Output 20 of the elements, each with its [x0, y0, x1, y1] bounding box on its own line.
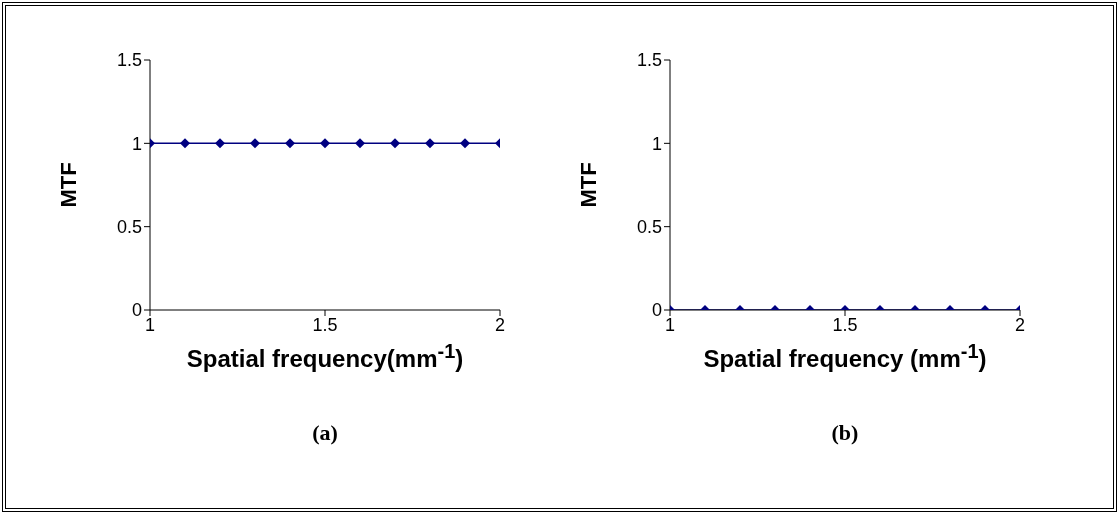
y-axis-title: MTF	[575, 162, 601, 208]
x-tick-label: 1	[144, 314, 156, 335]
x-tick-label: 1.5	[832, 314, 858, 335]
x-tick-label: 1	[664, 314, 676, 335]
y-tick-label: 0.5	[116, 217, 142, 238]
x-tick-label: 2	[494, 314, 506, 335]
text: (b)	[830, 420, 860, 446]
text: (a)	[311, 420, 339, 446]
y-tick-label: 1	[651, 133, 662, 154]
y-tick-label: 1	[131, 133, 142, 154]
y-tick-label: 0.5	[636, 217, 662, 238]
x-axis-title: Spatial frequency(mm$^{-1}$)	[185, 340, 465, 373]
y-tick-label: 0	[651, 300, 662, 321]
x-tick-label: 2	[1014, 314, 1026, 335]
x-tick-label: 1.5	[312, 314, 338, 335]
y-tick-label: 0	[131, 300, 142, 321]
y-tick-label: 1.5	[636, 50, 662, 71]
y-axis-title: MTF	[55, 162, 81, 208]
x-axis-title: Spatial frequency (mm$^{-1}$)	[702, 340, 988, 373]
y-tick-label: 1.5	[116, 50, 142, 71]
